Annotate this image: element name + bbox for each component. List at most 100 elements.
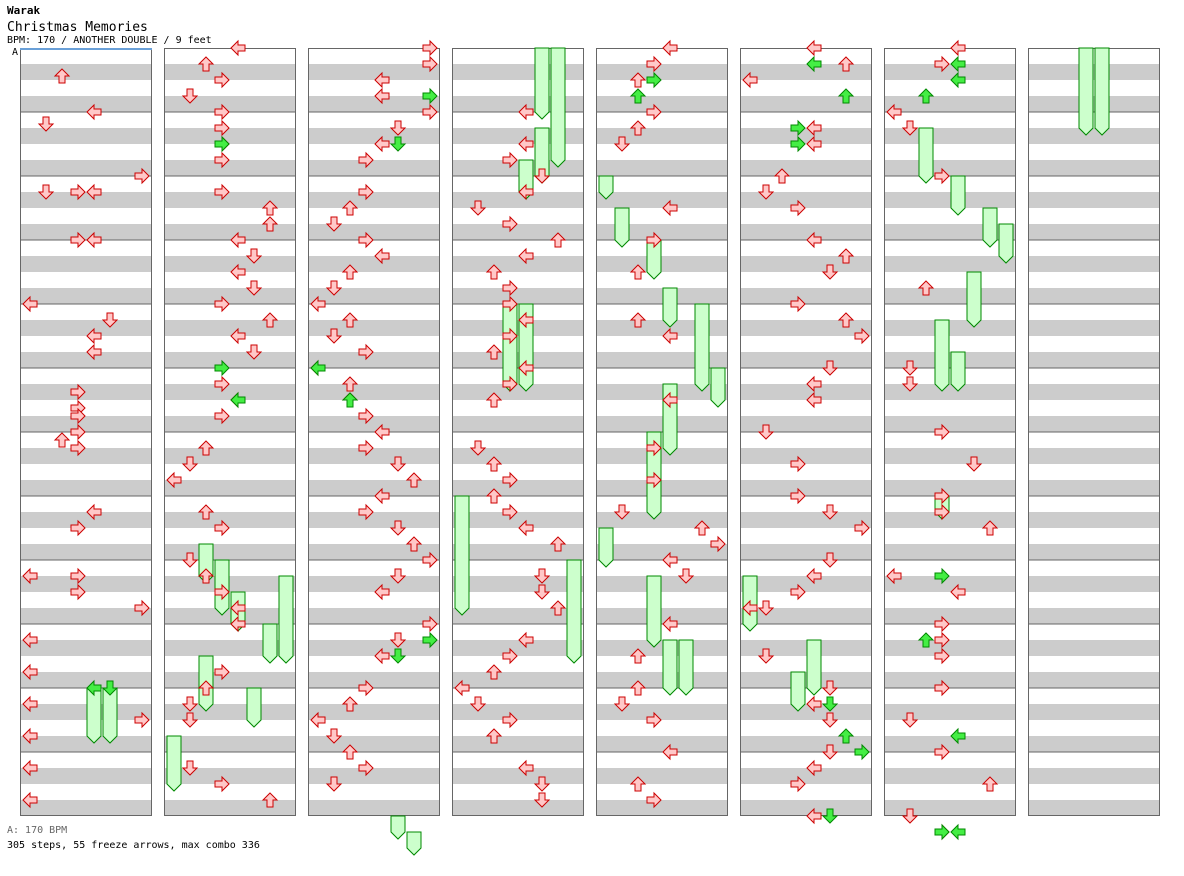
beat-stripe <box>1028 464 1160 480</box>
beat-stripe <box>1028 656 1160 672</box>
step-arrow <box>70 567 86 585</box>
chart-stats: 305 steps, 55 freeze arrows, max combo 3… <box>7 840 260 851</box>
freeze-head-arrow <box>917 88 935 104</box>
beat-stripe <box>1028 368 1160 384</box>
beat-stripe <box>1028 592 1160 608</box>
step-arrow <box>934 167 950 185</box>
beat-stripe <box>740 784 872 800</box>
step-arrow <box>533 776 551 792</box>
beat-stripe <box>164 272 296 288</box>
beat-stripe <box>20 464 152 480</box>
beat-stripe <box>164 592 296 608</box>
step-arrow <box>389 456 407 472</box>
beat-stripe <box>740 480 872 496</box>
step-arrow <box>358 679 374 697</box>
beat-stripe <box>20 400 152 416</box>
beat-stripe <box>1028 672 1160 688</box>
beat-stripe <box>452 384 584 400</box>
step-arrow <box>358 343 374 361</box>
beat-stripe <box>1028 480 1160 496</box>
beat-stripe <box>1028 736 1160 752</box>
freeze-head-arrow <box>341 392 359 408</box>
beat-stripe <box>740 208 872 224</box>
beat-stripe <box>452 480 584 496</box>
chart-info: BPM: 170 / ANOTHER DOUBLE / 9 feet <box>7 35 212 46</box>
beat-stripe <box>740 736 872 752</box>
bpm-change-line <box>20 48 152 50</box>
beat-stripe <box>884 624 1016 640</box>
step-arrow <box>806 695 822 713</box>
beat-stripe <box>596 656 728 672</box>
step-arrow <box>806 759 822 777</box>
bpm-marker-label: A <box>12 47 19 58</box>
beat-stripe <box>308 704 440 720</box>
step-arrow <box>790 775 806 793</box>
freeze-arrow <box>390 815 406 840</box>
beat-stripe <box>20 480 152 496</box>
beat-stripe <box>164 560 296 576</box>
step-arrow <box>341 264 359 280</box>
beat-stripe <box>884 752 1016 768</box>
beat-stripe <box>308 320 440 336</box>
step-arrow <box>214 295 230 313</box>
beat-stripe <box>164 736 296 752</box>
beat-stripe <box>452 592 584 608</box>
beat-stripe <box>164 496 296 512</box>
beat-stripe <box>596 416 728 432</box>
step-arrow <box>742 599 758 617</box>
beat-stripe <box>884 176 1016 192</box>
beat-stripe <box>596 768 728 784</box>
step-arrow <box>245 344 263 360</box>
beat-stripe <box>20 48 152 64</box>
chart-column-6 <box>740 48 872 816</box>
beat-stripe <box>740 144 872 160</box>
beat-stripe <box>20 240 152 256</box>
beat-stripe <box>20 272 152 288</box>
beat-stripe <box>20 560 152 576</box>
step-arrow <box>261 312 279 328</box>
beat-stripe <box>308 608 440 624</box>
beat-stripe <box>1028 256 1160 272</box>
beat-stripe <box>164 64 296 80</box>
beat-stripe <box>884 576 1016 592</box>
beat-stripe <box>164 192 296 208</box>
step-arrow <box>70 423 86 441</box>
beat-stripe <box>1028 496 1160 512</box>
beat-stripe <box>884 400 1016 416</box>
beat-stripe <box>164 576 296 592</box>
chart-column-5 <box>596 48 728 816</box>
step-arrow <box>358 407 374 425</box>
beat-stripe <box>164 784 296 800</box>
beat-stripe <box>740 592 872 608</box>
step-arrow <box>230 39 246 57</box>
step-arrow <box>22 695 38 713</box>
beat-stripe <box>452 640 584 656</box>
step-arrow <box>422 103 438 121</box>
beat-stripe <box>20 608 152 624</box>
beat-stripe <box>20 160 152 176</box>
step-arrow <box>485 488 503 504</box>
step-arrow <box>22 727 38 745</box>
beat-stripe <box>452 416 584 432</box>
freeze-head-arrow <box>101 680 119 696</box>
beat-stripe <box>452 752 584 768</box>
beat-stripe <box>596 176 728 192</box>
beat-stripe <box>164 688 296 704</box>
beat-stripe <box>740 336 872 352</box>
beat-stripe <box>308 720 440 736</box>
step-arrow <box>549 600 567 616</box>
step-arrow <box>181 88 199 104</box>
beat-stripe <box>740 240 872 256</box>
beat-stripe <box>596 192 728 208</box>
freeze-head-arrow <box>821 808 839 824</box>
beat-stripe <box>308 240 440 256</box>
beat-stripe <box>20 576 152 592</box>
beat-stripe <box>452 272 584 288</box>
beat-stripe <box>308 656 440 672</box>
freeze-head-arrow <box>854 743 870 761</box>
beat-stripe <box>452 224 584 240</box>
beat-stripe <box>1028 48 1160 64</box>
beat-stripe <box>308 528 440 544</box>
beat-stripe <box>308 672 440 688</box>
step-arrow <box>821 744 839 760</box>
